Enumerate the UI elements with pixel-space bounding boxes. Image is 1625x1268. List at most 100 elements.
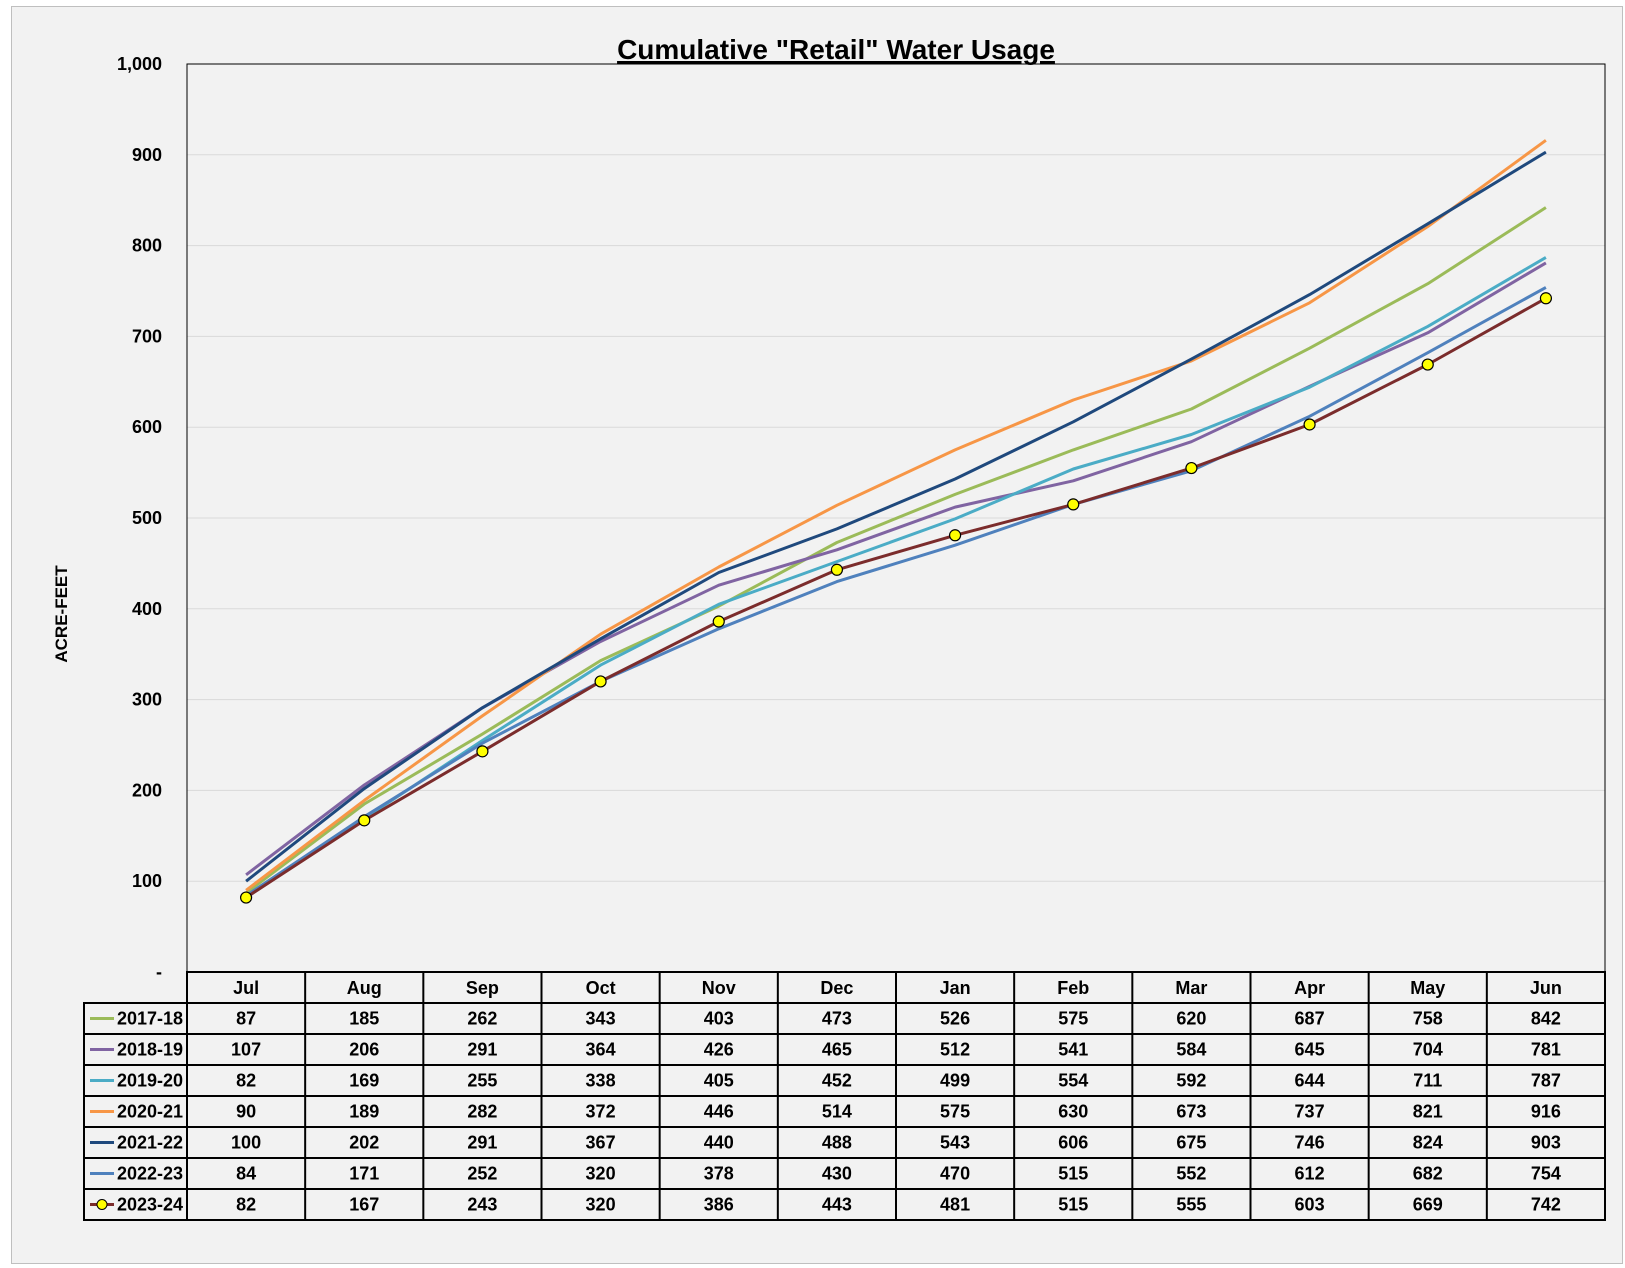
table-cell: 543: [940, 1133, 970, 1153]
table-cell: 842: [1531, 1009, 1561, 1029]
table-cell: 430: [822, 1164, 852, 1184]
table-cell: 592: [1176, 1071, 1206, 1091]
table-cell: 606: [1058, 1133, 1088, 1153]
table-cell: 372: [586, 1102, 616, 1122]
data-point-2023-24: [830, 563, 844, 576]
legend-label-2018-19: 2018-19: [117, 1040, 183, 1060]
table-cell: 603: [1295, 1195, 1325, 1215]
y-tick-label: 1,000: [117, 54, 162, 74]
data-point-2023-24: [712, 615, 725, 628]
data-point-2023-24: [1303, 418, 1316, 431]
legend-label-2019-20: 2019-20: [117, 1071, 183, 1091]
y-axis-title: ACRE-FEET: [52, 565, 71, 663]
series-line-2023-24: [245, 296, 1547, 899]
table-cell: 630: [1058, 1102, 1088, 1122]
table-cell: 515: [1058, 1195, 1088, 1215]
series-line-2020-21: [245, 139, 1547, 892]
table-col-header: Jun: [1530, 978, 1562, 998]
table-cell: 446: [704, 1102, 734, 1122]
table-cell: 644: [1295, 1071, 1325, 1091]
data-point-2023-24: [476, 745, 489, 758]
y-tick-label: 700: [132, 326, 162, 346]
table-cell: 787: [1531, 1071, 1561, 1091]
data-point-2023-24: [1421, 358, 1434, 371]
series-line-2022-23: [245, 286, 1547, 897]
table-cell: 514: [822, 1102, 852, 1122]
table-cell: 367: [586, 1133, 616, 1153]
table-cell: 687: [1295, 1009, 1325, 1029]
table-col-header: Nov: [702, 978, 736, 998]
table-cell: 704: [1413, 1040, 1443, 1060]
table-cell: 440: [704, 1133, 734, 1153]
table-cell: 255: [467, 1071, 497, 1091]
table-cell: 403: [704, 1009, 734, 1029]
y-tick-label: 800: [132, 236, 162, 256]
table-cell: 82: [236, 1195, 256, 1215]
table-col-header: Mar: [1175, 978, 1207, 998]
table-cell: 575: [940, 1102, 970, 1122]
table-cell: 675: [1176, 1133, 1206, 1153]
table-cell: 90: [236, 1102, 256, 1122]
table-cell: 465: [822, 1040, 852, 1060]
table-cell: 206: [349, 1040, 379, 1060]
table-cell: 282: [467, 1102, 497, 1122]
table-cell: 526: [940, 1009, 970, 1029]
table-cell: 202: [349, 1133, 379, 1153]
legend-label-2021-22: 2021-22: [117, 1133, 183, 1153]
table-cell: 189: [349, 1102, 379, 1122]
data-point-2023-24: [594, 675, 607, 688]
legend-label-2020-21: 2020-21: [117, 1102, 183, 1122]
data-point-2023-24: [358, 814, 371, 827]
table-cell: 386: [704, 1195, 734, 1215]
table-cell: 252: [467, 1164, 497, 1184]
legend-marker-2023-24: [96, 1199, 108, 1210]
y-tick-label: 300: [132, 690, 162, 710]
table-cell: 443: [822, 1195, 852, 1215]
y-tick-label: 200: [132, 780, 162, 800]
table-cell: 612: [1295, 1164, 1325, 1184]
series-line-2019-20: [245, 256, 1547, 899]
table-cell: 552: [1176, 1164, 1206, 1184]
table-cell: 754: [1531, 1164, 1561, 1184]
y-tick-label: 600: [132, 417, 162, 437]
table-cell: 682: [1413, 1164, 1443, 1184]
data-point-2023-24: [1185, 461, 1198, 475]
y-tick-label: 500: [132, 508, 162, 528]
table-cell: 824: [1413, 1133, 1443, 1153]
table-cell: 100: [231, 1133, 261, 1153]
data-point-2023-24: [239, 891, 253, 904]
table-cell: 488: [822, 1133, 852, 1153]
table-cell: 554: [1058, 1071, 1088, 1091]
y-tick-label: 900: [132, 145, 162, 165]
series-line-2018-19: [245, 261, 1547, 876]
table-cell: 584: [1176, 1040, 1206, 1060]
table-cell: 84: [236, 1164, 256, 1184]
table-col-header: May: [1410, 978, 1445, 998]
table-cell: 171: [349, 1164, 379, 1184]
table-cell: 405: [704, 1071, 734, 1091]
table-cell: 82: [236, 1071, 256, 1091]
table-cell: 669: [1413, 1195, 1443, 1215]
table-cell: 541: [1058, 1040, 1088, 1060]
table-cell: 320: [586, 1164, 616, 1184]
y-tick-label: 400: [132, 599, 162, 619]
table-cell: 243: [467, 1195, 497, 1215]
legend-label-2022-23: 2022-23: [117, 1164, 183, 1184]
data-point-2023-24: [1067, 498, 1080, 511]
table-cell: 107: [231, 1040, 261, 1060]
table-cell: 711: [1413, 1071, 1442, 1091]
table-cell: 167: [349, 1195, 379, 1215]
table-col-header: Aug: [347, 978, 382, 998]
table-cell: 512: [940, 1040, 970, 1060]
table-cell: 499: [940, 1071, 970, 1091]
table-cell: 903: [1531, 1133, 1561, 1153]
table-col-header: Oct: [586, 978, 616, 998]
table-cell: 673: [1176, 1102, 1206, 1122]
y-tick-label: -: [156, 962, 162, 982]
table-cell: 781: [1531, 1040, 1561, 1060]
table-cell: 481: [940, 1195, 970, 1215]
table-col-header: Jul: [233, 978, 259, 998]
table-cell: 746: [1295, 1133, 1325, 1153]
y-tick-label: 100: [132, 871, 162, 891]
table-cell: 291: [467, 1040, 497, 1060]
